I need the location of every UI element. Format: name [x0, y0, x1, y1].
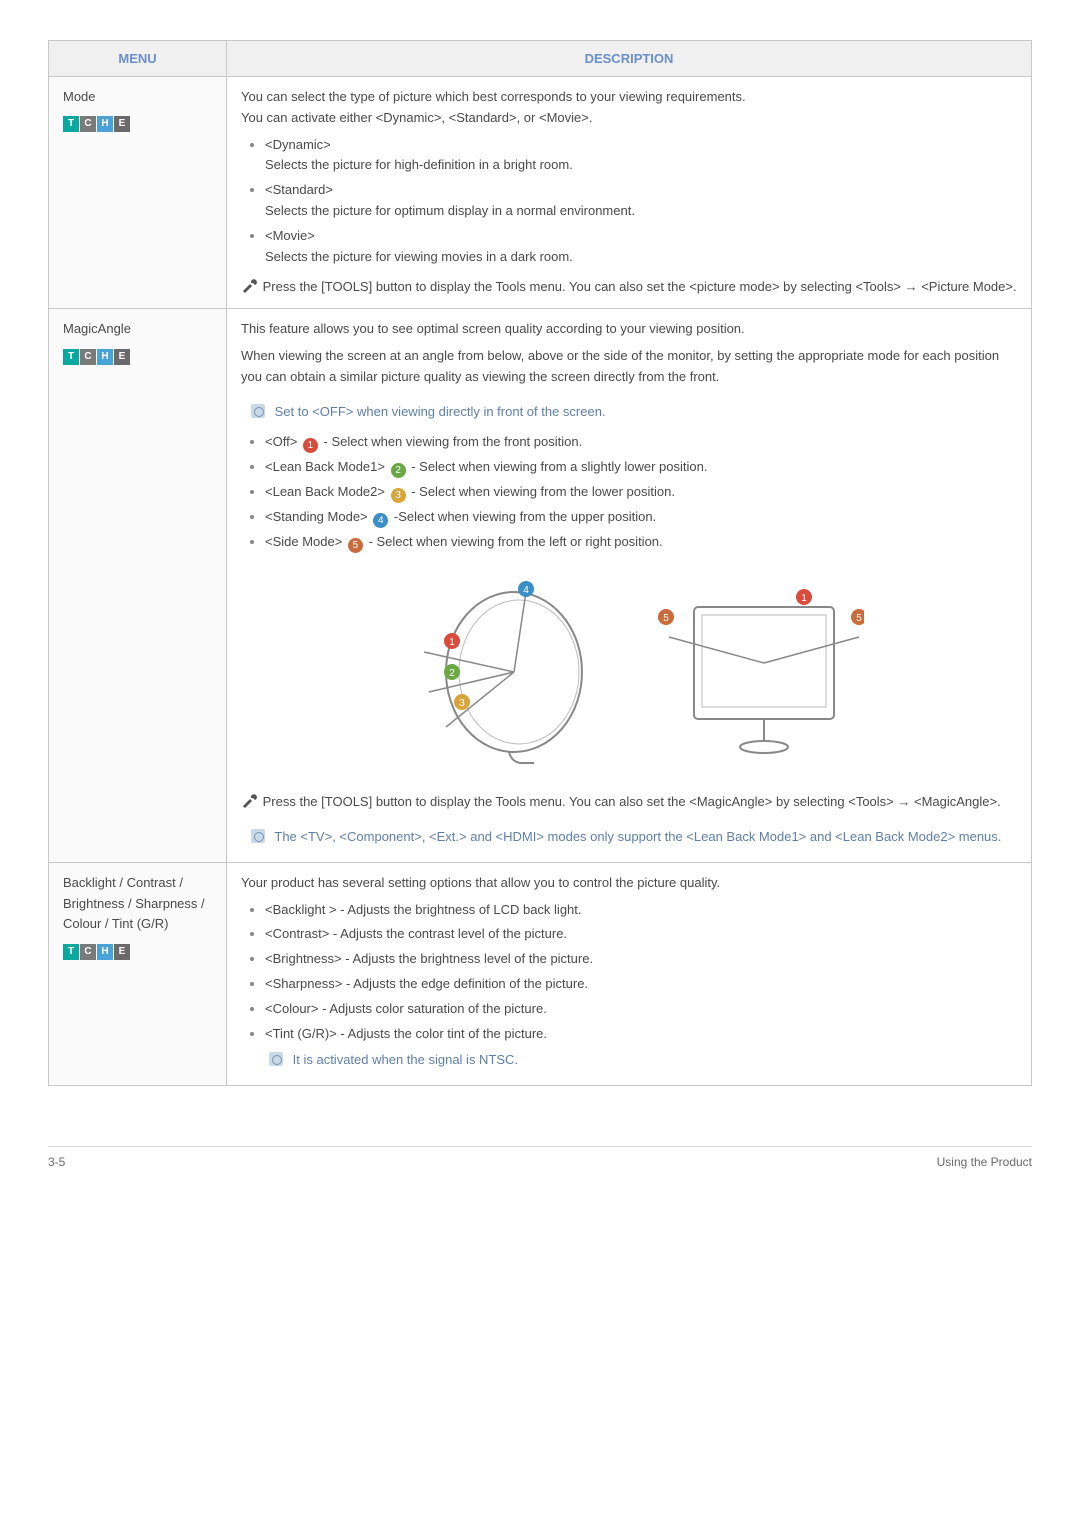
- note-text: It is activated when the signal is NTSC.: [293, 1052, 518, 1067]
- table-row: MagicAngle TCHE This feature allows you …: [49, 309, 1032, 863]
- menu-title-mode: Mode: [63, 87, 212, 108]
- info-icon: [269, 1052, 283, 1066]
- magicangle-intro-2: When viewing the screen at an angle from…: [241, 346, 1017, 388]
- mode-label: <Side Mode>: [265, 534, 346, 549]
- mode-item-body: Selects the picture for optimum display …: [265, 203, 635, 218]
- mode-desc: - Select when viewing from the front pos…: [320, 434, 582, 449]
- input-badges: TCHE: [63, 346, 212, 367]
- mode-intro-2: You can activate either <Dynamic>, <Stan…: [241, 108, 1017, 129]
- mode-label: <Off>: [265, 434, 301, 449]
- badge-h: H: [97, 944, 113, 960]
- input-badges: TCHE: [63, 941, 212, 962]
- note-line: It is activated when the signal is NTSC.: [269, 1050, 1017, 1071]
- note-line: Set to <OFF> when viewing directly in fr…: [251, 402, 1017, 423]
- list-item: <Tint (G/R)> - Adjusts the color tint of…: [265, 1024, 1017, 1045]
- menu-title-magicangle: MagicAngle: [63, 319, 212, 340]
- badge-h: H: [97, 116, 113, 132]
- mode-desc: - Select when viewing from the left or r…: [365, 534, 663, 549]
- badge-e: E: [114, 116, 130, 132]
- list-item: <Off> 1 - Select when viewing from the f…: [265, 432, 1017, 453]
- badge-c: C: [80, 944, 96, 960]
- picture-intro: Your product has several setting options…: [241, 873, 1017, 894]
- svg-text:3: 3: [459, 698, 465, 709]
- page-footer: 3-5 Using the Product: [48, 1146, 1032, 1169]
- info-icon: [251, 829, 265, 843]
- list-item: <Standing Mode> 4 -Select when viewing f…: [265, 507, 1017, 528]
- menu-title-picture-settings: Backlight / Contrast / Brightness / Shar…: [63, 873, 212, 935]
- badge-h: H: [97, 349, 113, 365]
- footer-page-number: 3-5: [48, 1155, 65, 1169]
- num-badge-4: 4: [373, 513, 388, 528]
- mode-item-body: Selects the picture for viewing movies i…: [265, 249, 573, 264]
- mode-desc: - Select when viewing from a slightly lo…: [408, 459, 708, 474]
- num-badge-5: 5: [348, 538, 363, 553]
- list-item: <Colour> - Adjusts color saturation of t…: [265, 999, 1017, 1020]
- table-row: Backlight / Contrast / Brightness / Shar…: [49, 862, 1032, 1085]
- mode-label: <Standing Mode>: [265, 509, 371, 524]
- mode-label: <Lean Back Mode2>: [265, 484, 389, 499]
- info-icon: [251, 404, 265, 418]
- mode-desc: - Select when viewing from the lower pos…: [408, 484, 675, 499]
- tools-icon: [241, 279, 257, 293]
- footer-section-title: Using the Product: [937, 1155, 1032, 1169]
- list-item: <Backlight > - Adjusts the brightness of…: [265, 900, 1017, 921]
- header-menu: MENU: [49, 41, 227, 77]
- list-item: <Lean Back Mode2> 3 - Select when viewin…: [265, 482, 1017, 503]
- table-row: Mode TCHE You can select the type of pic…: [49, 77, 1032, 309]
- svg-text:1: 1: [449, 637, 455, 648]
- num-badge-2: 2: [391, 463, 406, 478]
- badge-e: E: [114, 349, 130, 365]
- list-item: <Brightness> - Adjusts the brightness le…: [265, 949, 1017, 970]
- svg-text:1: 1: [801, 593, 807, 604]
- list-item: <Movie> Selects the picture for viewing …: [265, 226, 1017, 268]
- header-description: DESCRIPTION: [227, 41, 1032, 77]
- tools-note: Press the [TOOLS] button to display the …: [241, 792, 1017, 813]
- mode-label: <Lean Back Mode1>: [265, 459, 389, 474]
- mode-list: <Dynamic> Selects the picture for high-d…: [241, 135, 1017, 268]
- magicangle-diagram: 4 1 2 3 5 1 5: [241, 577, 1017, 774]
- list-item: <Dynamic> Selects the picture for high-d…: [265, 135, 1017, 177]
- list-item: <Side Mode> 5 - Select when viewing from…: [265, 532, 1017, 553]
- badge-c: C: [80, 116, 96, 132]
- mode-desc: -Select when viewing from the upper posi…: [390, 509, 656, 524]
- settings-table: MENU DESCRIPTION Mode TCHE You can selec…: [48, 40, 1032, 1086]
- svg-text:2: 2: [449, 668, 455, 679]
- badge-t: T: [63, 944, 79, 960]
- badge-t: T: [63, 349, 79, 365]
- note-text: The <TV>, <Component>, <Ext.> and <HDMI>…: [274, 829, 1001, 844]
- picture-settings-list: <Backlight > - Adjusts the brightness of…: [241, 900, 1017, 1045]
- mode-intro-1: You can select the type of picture which…: [241, 87, 1017, 108]
- magicangle-modes-list: <Off> 1 - Select when viewing from the f…: [241, 432, 1017, 553]
- mode-item-body: Selects the picture for high-definition …: [265, 157, 573, 172]
- num-badge-3: 3: [391, 488, 406, 503]
- tools-text: Press the [TOOLS] button to display the …: [263, 794, 1001, 809]
- diagram-svg: 4 1 2 3 5 1 5: [394, 577, 864, 767]
- svg-text:5: 5: [856, 613, 862, 624]
- tools-icon: [241, 794, 257, 808]
- badge-c: C: [80, 349, 96, 365]
- list-item: <Lean Back Mode1> 2 - Select when viewin…: [265, 457, 1017, 478]
- num-badge-1: 1: [303, 438, 318, 453]
- badge-e: E: [114, 944, 130, 960]
- mode-item-head: <Standard>: [265, 182, 333, 197]
- tools-note: Press the [TOOLS] button to display the …: [241, 277, 1017, 298]
- magicangle-intro-1: This feature allows you to see optimal s…: [241, 319, 1017, 340]
- tools-text: Press the [TOOLS] button to display the …: [263, 279, 1017, 294]
- note-text: Set to <OFF> when viewing directly in fr…: [275, 404, 606, 419]
- badge-t: T: [63, 116, 79, 132]
- list-item: <Contrast> - Adjusts the contrast level …: [265, 924, 1017, 945]
- mode-item-head: <Movie>: [265, 228, 315, 243]
- mode-item-head: <Dynamic>: [265, 137, 331, 152]
- svg-text:5: 5: [663, 613, 669, 624]
- list-item: <Standard> Selects the picture for optim…: [265, 180, 1017, 222]
- note-line: The <TV>, <Component>, <Ext.> and <HDMI>…: [251, 827, 1017, 848]
- list-item: <Sharpness> - Adjusts the edge definitio…: [265, 974, 1017, 995]
- input-badges: TCHE: [63, 114, 212, 135]
- svg-text:4: 4: [523, 585, 529, 596]
